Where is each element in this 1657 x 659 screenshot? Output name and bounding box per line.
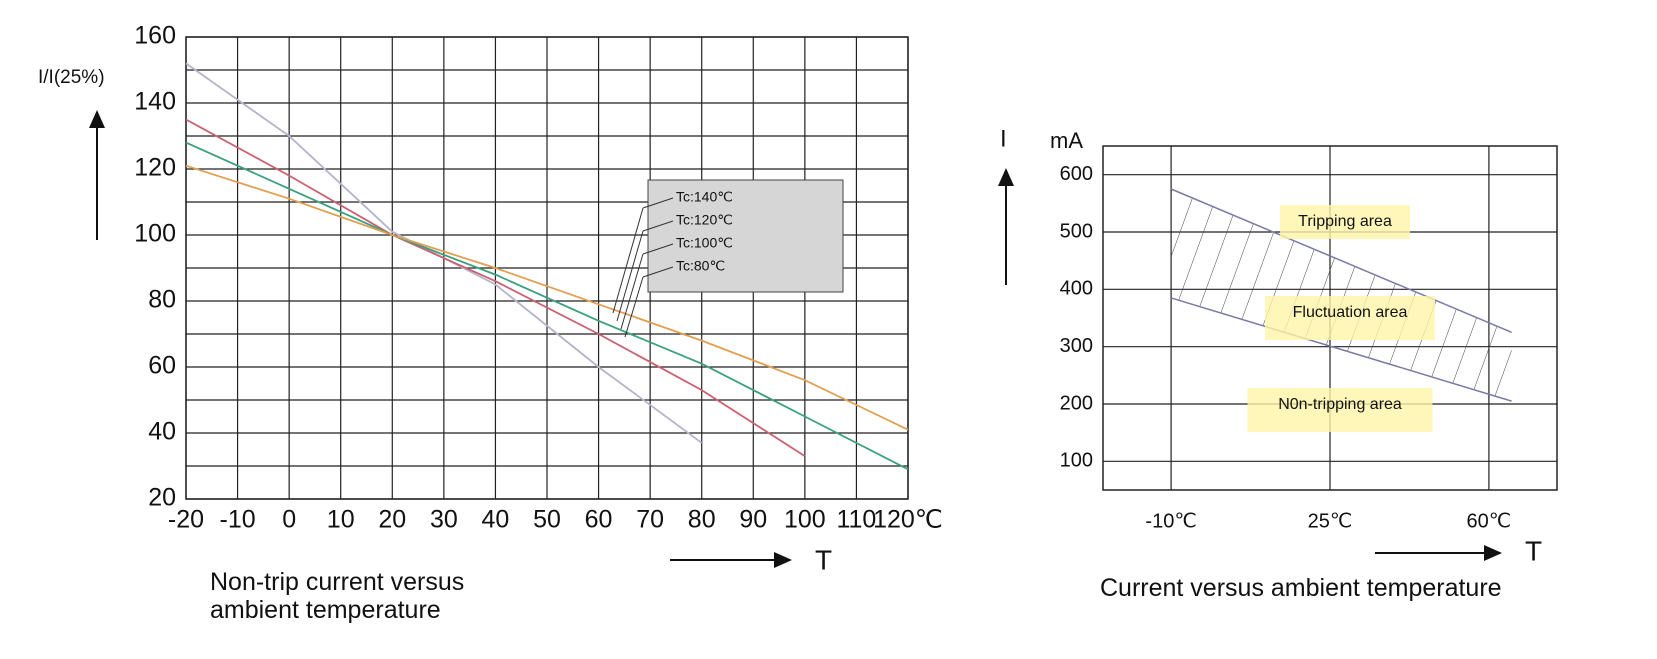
y-tick-label: 300 [1060, 335, 1093, 357]
legend-label: Tc:120℃ [676, 212, 733, 228]
legend-leader [642, 220, 674, 232]
line-series [185, 141, 909, 471]
x-tick-label: 60℃ [1467, 510, 1512, 532]
x-label: T [1525, 535, 1542, 566]
x-tick-label: 60 [585, 506, 613, 534]
legend-leader [612, 207, 644, 314]
x-tick-label: 30 [430, 506, 458, 534]
x-label: T [815, 544, 832, 575]
y-tick-label: 600 [1060, 163, 1093, 185]
y-tick-label: 20 [148, 484, 176, 512]
area-label: Fluctuation area [1293, 304, 1408, 321]
chart-title: Non-trip current versus ambient temperat… [210, 568, 465, 624]
x-tick-label: 110 [836, 506, 876, 534]
y-tick-label: 120 [134, 154, 176, 182]
y-tick-label: 60 [148, 352, 176, 380]
legend-leader [642, 266, 674, 278]
line-series [185, 118, 806, 457]
legend-label: Tc:140℃ [676, 189, 733, 205]
x-tick-label: 70 [636, 506, 664, 534]
x-tick-label: -20 [168, 506, 204, 534]
y-tick-label: 200 [1060, 392, 1093, 414]
x-tick-label: -10℃ [1145, 510, 1196, 532]
legend-leader [642, 197, 674, 209]
legend-label: Tc:80℃ [676, 258, 725, 274]
legend-leader [616, 230, 644, 322]
legend-leader [642, 243, 674, 255]
y-tick-label: 80 [148, 286, 176, 314]
area-label: N0n-tripping area [1278, 396, 1402, 413]
x-tick-label: 50 [533, 506, 561, 534]
x-tick-label: -10 [220, 506, 256, 534]
y-unit: mA [1050, 128, 1083, 153]
line-series [185, 164, 909, 431]
legend-leader [620, 253, 644, 330]
chart-title: Current versus ambient temperature [1100, 574, 1502, 602]
area-highlight [1247, 388, 1433, 432]
legend-box [647, 179, 844, 293]
x-tick-label: 120℃ [873, 506, 943, 534]
x-tick-label: 40 [482, 506, 510, 534]
y-tick-label: 160 [134, 22, 176, 50]
legend-label: Tc:100℃ [676, 235, 733, 251]
y-tick-label: 400 [1060, 278, 1093, 300]
y-tick-label: 500 [1060, 220, 1093, 242]
hatched-area [1171, 189, 1512, 402]
area-highlight [1265, 296, 1435, 340]
x-tick-label: 80 [688, 506, 716, 534]
y-tick-label: 100 [1060, 450, 1093, 472]
area-highlight [1280, 205, 1410, 239]
y-tick-label: 140 [134, 88, 176, 116]
area-label: Tripping area [1298, 213, 1392, 230]
legend-leader [624, 276, 644, 338]
x-tick-label: 10 [327, 506, 355, 534]
x-tick-label: 100 [784, 506, 826, 534]
y-label: I/I(25%) [38, 67, 105, 88]
boundary-line [1170, 188, 1512, 334]
x-tick-label: 0 [282, 506, 296, 534]
y-label: I [1000, 125, 1007, 152]
x-tick-label: 20 [378, 506, 406, 534]
x-tick-label: 90 [739, 506, 767, 534]
boundary-line [1170, 297, 1512, 402]
y-tick-label: 100 [134, 220, 176, 248]
x-tick-label: 25℃ [1308, 510, 1353, 532]
y-tick-label: 40 [148, 418, 176, 446]
